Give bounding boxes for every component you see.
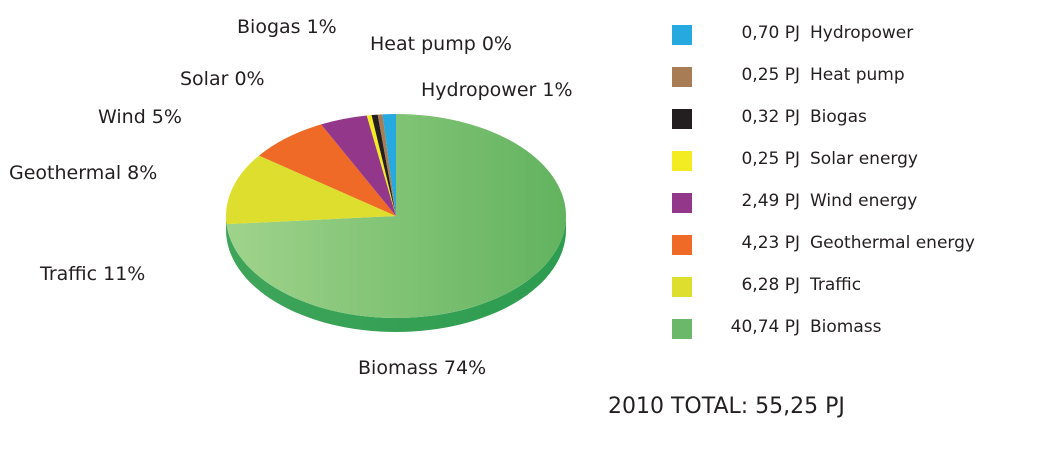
legend-value: 0,32 PJ bbox=[741, 107, 800, 127]
legend-value: 0,25 PJ bbox=[741, 149, 800, 169]
legend-name: Heat pump bbox=[810, 65, 905, 85]
slice-label-heat: Heat pump 0% bbox=[370, 33, 512, 55]
legend-item-biogas: 0,32 PJ Biogas bbox=[672, 106, 1032, 148]
legend-value: 2,49 PJ bbox=[741, 191, 800, 211]
slice-label-solar: Solar 0% bbox=[180, 68, 265, 90]
legend: 0,70 PJ Hydropower 0,25 PJ Heat pump 0,32 PJ… bbox=[672, 22, 1032, 358]
slice-label-geothermal: Geothermal 8% bbox=[9, 162, 157, 184]
legend-item-traffic: 6,28 PJ Traffic bbox=[672, 274, 1032, 316]
legend-value: 4,23 PJ bbox=[741, 233, 800, 253]
pie-slice-biogas bbox=[371, 114, 396, 216]
legend-swatch bbox=[672, 25, 692, 45]
legend-value: 0,70 PJ bbox=[741, 23, 800, 43]
legend-value: 40,74 PJ bbox=[730, 317, 800, 337]
legend-name: Hydropower bbox=[810, 23, 914, 43]
pie-slice-geothermal bbox=[259, 124, 396, 216]
pie-slice-heat bbox=[377, 114, 396, 216]
legend-name: Biogas bbox=[810, 107, 867, 127]
pie-slice-traffic bbox=[226, 155, 396, 225]
legend-item-wind: 2,49 PJ Wind energy bbox=[672, 190, 1032, 232]
legend-name: Solar energy bbox=[810, 149, 918, 169]
legend-swatch bbox=[672, 109, 692, 129]
pie-slice-biomass bbox=[226, 114, 567, 318]
total-label: 2010 TOTAL: 55,25 PJ bbox=[608, 394, 845, 419]
legend-swatch bbox=[672, 67, 692, 87]
slice-label-biogas: Biogas 1% bbox=[237, 16, 337, 38]
pie-slice-hydropower bbox=[382, 113, 396, 216]
pie-slice-wind bbox=[321, 115, 396, 216]
slice-label-wind: Wind 5% bbox=[98, 106, 182, 128]
legend-name: Wind energy bbox=[810, 191, 918, 211]
legend-name: Geothermal energy bbox=[810, 233, 975, 253]
pie-chart: Biomass 74% Traffic 11% Geothermal 8% Wind … bbox=[9, 16, 573, 379]
legend-item-geothermal: 4,23 PJ Geothermal energy bbox=[672, 232, 1032, 274]
legend-name: Traffic bbox=[810, 275, 862, 295]
legend-value: 6,28 PJ bbox=[741, 275, 800, 295]
legend-swatch bbox=[672, 193, 692, 213]
legend-item-hydropower: 0,70 PJ Hydropower bbox=[672, 22, 1032, 64]
legend-swatch bbox=[672, 151, 692, 171]
legend-swatch bbox=[672, 235, 692, 255]
legend-item-heat: 0,25 PJ Heat pump bbox=[672, 64, 1032, 106]
legend-swatch bbox=[672, 319, 692, 339]
slice-label-biomass: Biomass 74% bbox=[358, 357, 486, 379]
slice-label-hydropower: Hydropower 1% bbox=[421, 79, 573, 101]
pie-slice-solar bbox=[366, 115, 396, 216]
legend-name: Biomass bbox=[810, 317, 882, 337]
legend-swatch bbox=[672, 277, 692, 297]
legend-item-solar: 0,25 PJ Solar energy bbox=[672, 148, 1032, 190]
slice-label-traffic: Traffic 11% bbox=[39, 263, 145, 285]
legend-item-biomass: 40,74 PJ Biomass bbox=[672, 316, 1032, 358]
legend-value: 0,25 PJ bbox=[741, 65, 800, 85]
